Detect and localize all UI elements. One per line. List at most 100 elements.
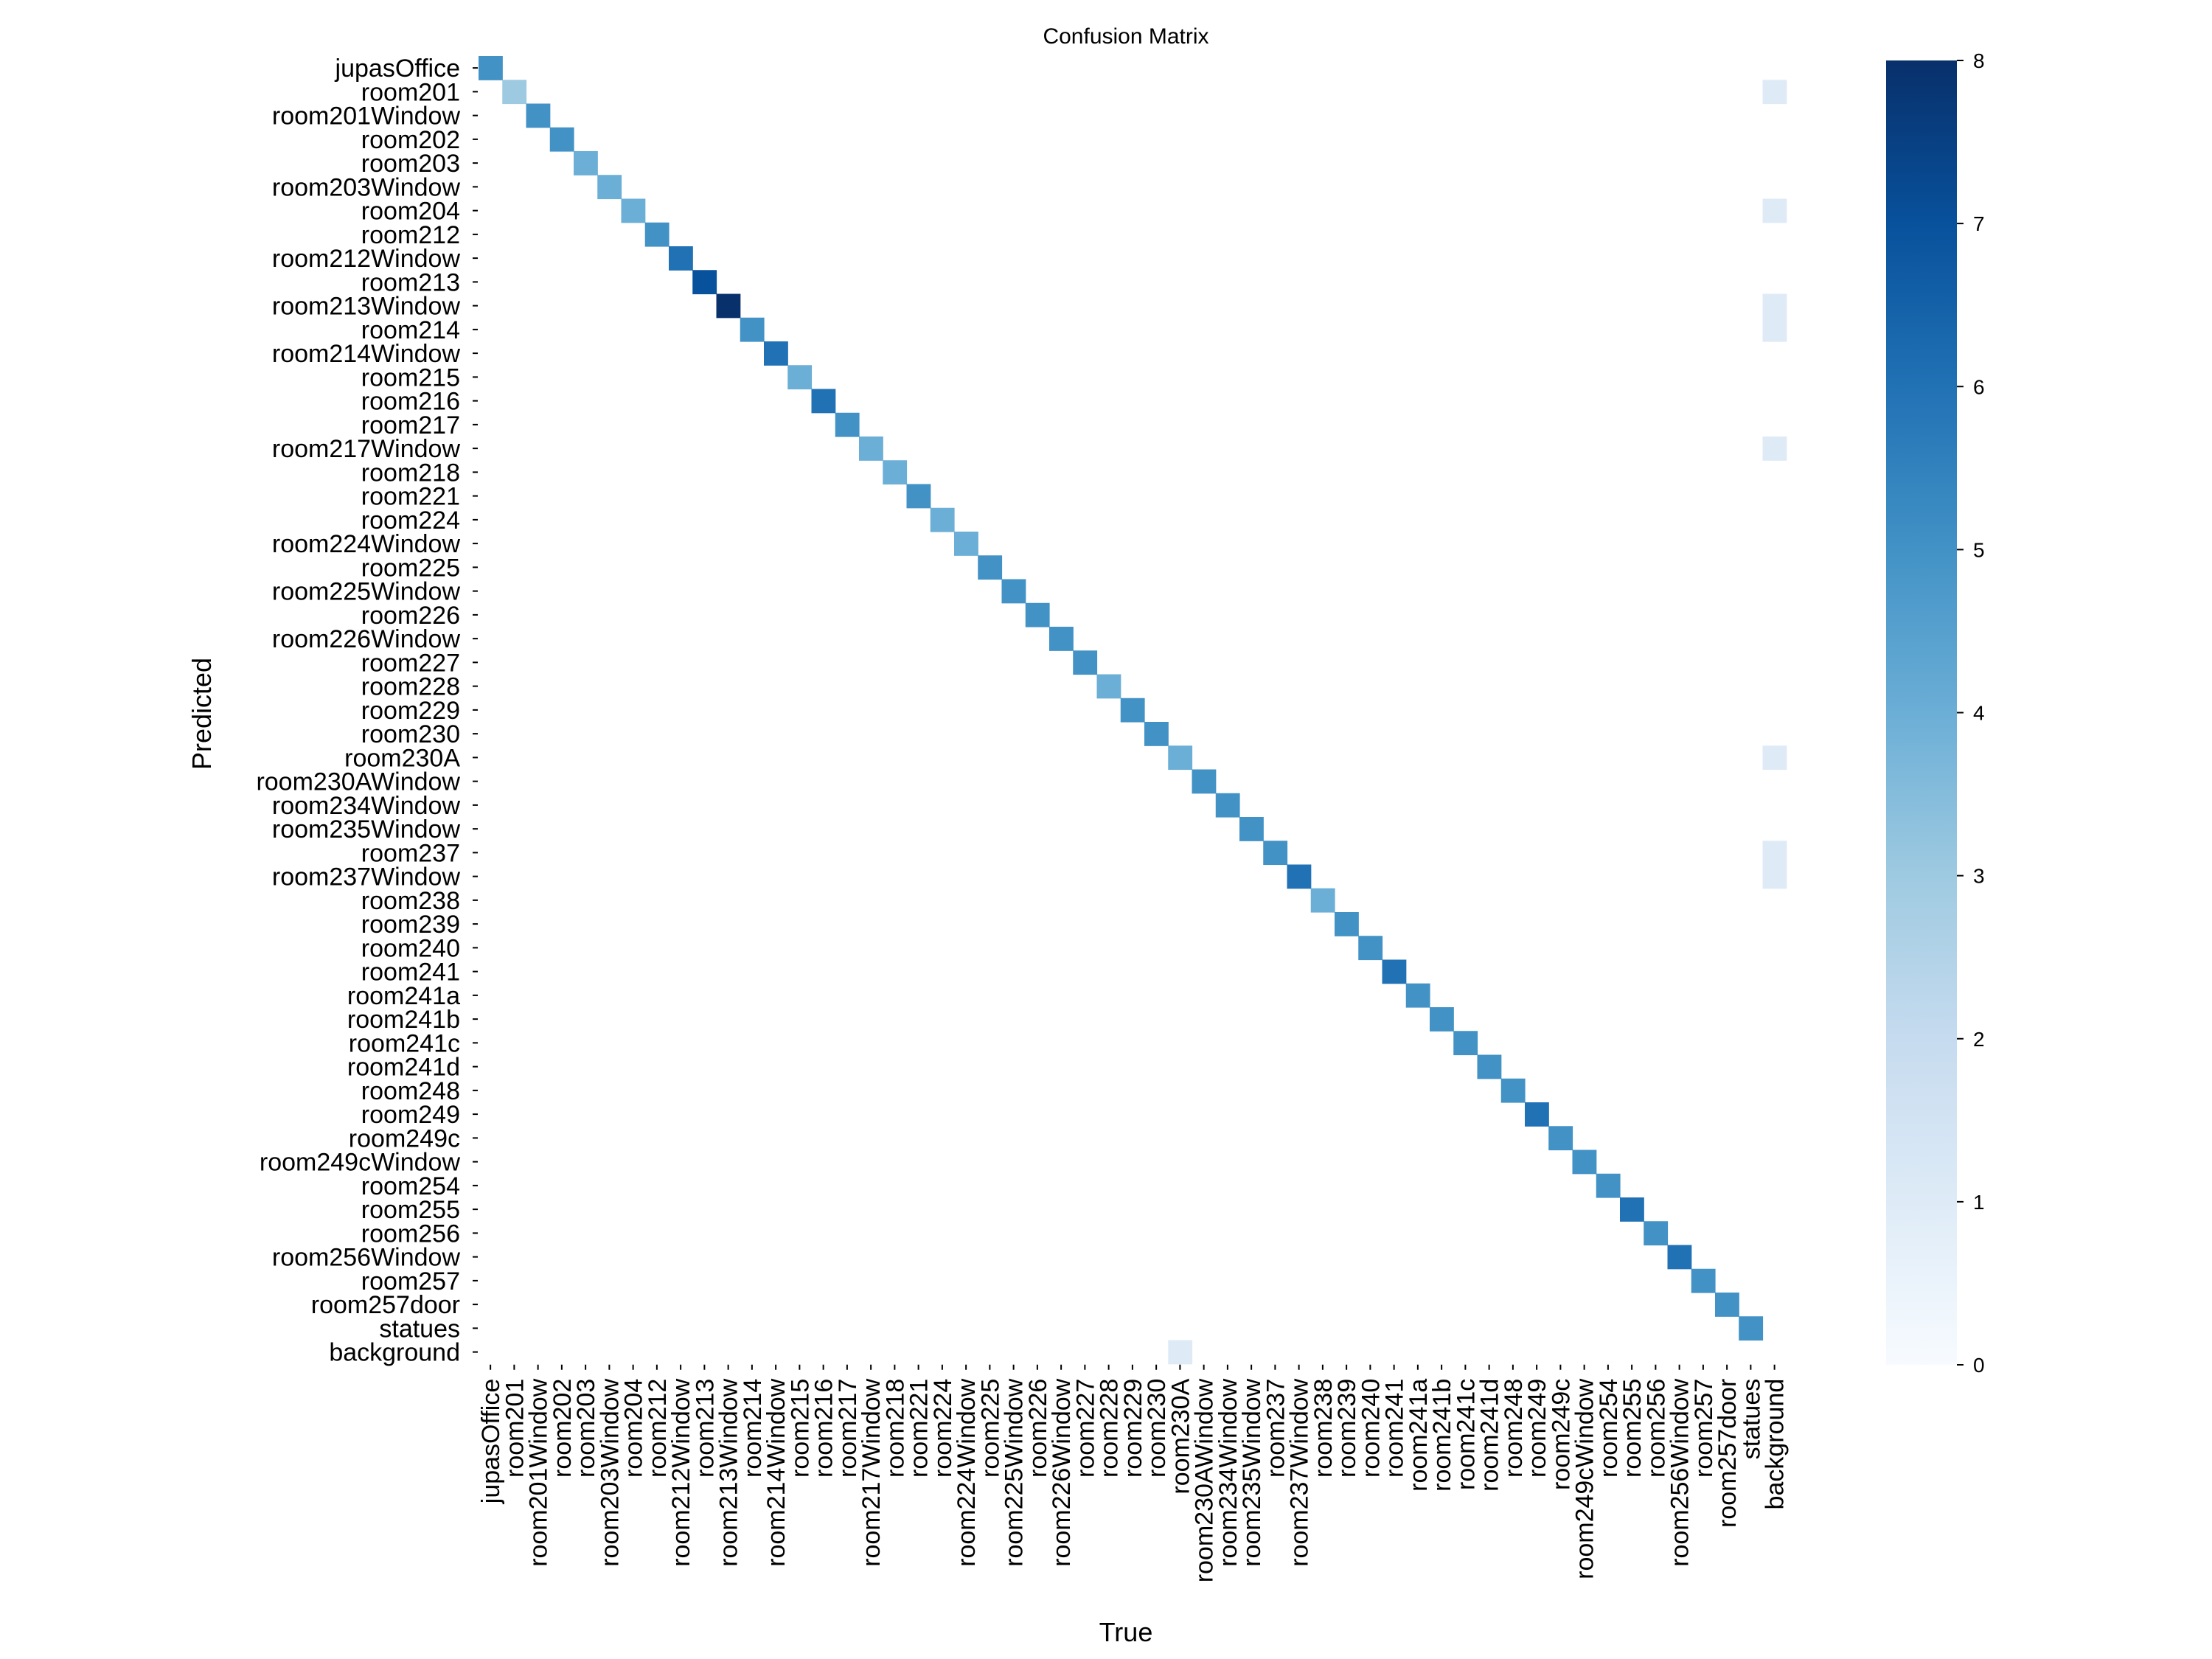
y-tick-label: room217 [361,411,460,439]
y-tick-label: room226Window [272,625,461,653]
y-tick-label: room214 [361,316,460,344]
x-tick-label: room214 [739,1379,767,1478]
colorbar-tick-label: 0 [1973,1354,1985,1377]
heatmap-cell [621,198,646,223]
heatmap-cell [1215,793,1240,818]
heatmap-cell [1762,198,1787,223]
y-tick-label: jupasOffice [335,55,460,83]
heatmap-cell [1239,817,1264,841]
y-tick-label: room234Window [272,792,461,820]
y-tick-label: room235Window [272,815,461,844]
heatmap-cell [1596,1173,1621,1198]
x-tick-label: room217Window [858,1378,886,1567]
heatmap-cell [1691,1268,1716,1293]
y-tick-label: room241 [361,959,460,987]
heatmap-cell [740,317,765,342]
x-tick-label: room228 [1096,1379,1124,1478]
x-tick-label: room256 [1642,1379,1670,1478]
heatmap-cell [1739,1316,1764,1341]
heatmap-cell [716,293,741,319]
y-tick-label: room230AWindow [256,768,460,796]
heatmap-cell [1762,293,1787,319]
y-tick-label: room249 [361,1101,460,1129]
heatmap-cell [1500,1078,1526,1103]
y-tick-label: room212Window [272,245,461,273]
x-tick-label: room234Window [1214,1378,1242,1567]
heatmap-cell [1548,1126,1573,1151]
heatmap-cell [1310,888,1335,913]
x-tick-label: statues [1737,1379,1765,1460]
y-tick-label: room215 [361,364,460,392]
y-tick-label: room241d [347,1054,460,1082]
y-tick-label: room240 [361,934,460,962]
y-tick-label: room254 [361,1172,460,1200]
heatmap-cell [1762,437,1787,461]
colorbar-tick-label: 2 [1973,1028,1985,1051]
y-tick-label: room227 [361,649,460,677]
heatmap-cell [502,80,527,105]
y-tick-label: room249cWindow [260,1149,461,1177]
y-tick-label: room226 [361,602,460,630]
y-tick-label: room257door [311,1291,460,1319]
colorbar-tick-label: 7 [1973,212,1985,235]
heatmap-cell [479,56,503,80]
heatmap-cell [1144,722,1169,746]
x-tick-label: room217 [834,1379,862,1478]
heatmap-cell [1168,1340,1193,1365]
x-tick-label: room226Window [1048,1378,1076,1567]
y-tick-label: room217Window [272,435,461,463]
x-tick-label: room201Window [525,1378,553,1567]
heatmap-cell [906,484,931,509]
x-tick-label: room215 [786,1379,814,1478]
x-tick-label: room254 [1595,1379,1623,1478]
heatmap-cell [1762,864,1787,889]
x-tick-label: room239 [1333,1379,1361,1478]
heatmap-cell [1168,745,1193,771]
y-tick-label: room201Window [272,102,461,131]
heatmap-cell [1762,317,1787,342]
y-tick-label: room230 [361,720,460,748]
colorbar-tick-label: 8 [1973,49,1985,72]
heatmap-cell [1120,698,1145,723]
heatmap-cell [1572,1150,1597,1175]
heatmap-cell [811,389,836,414]
heatmap-cell [526,103,551,128]
heatmap-cell [1644,1221,1669,1246]
x-tick-label: room248 [1500,1379,1528,1478]
x-tick-label: room241d [1476,1379,1504,1492]
heatmap-cell [692,270,717,295]
heatmap-cell [1049,627,1074,651]
x-tick-label: room203Window [596,1378,624,1567]
heatmap-cell [574,151,598,175]
y-tick-label: room256Window [272,1244,461,1272]
heatmap-cell [1762,80,1787,105]
colorbar-tick-label: 4 [1973,702,1985,725]
x-tick-label: room216 [810,1379,838,1478]
x-tick-label: room235Window [1238,1378,1266,1567]
x-tick-label: room213Window [715,1378,743,1567]
x-tick-label: room229 [1119,1379,1147,1478]
y-tick-label: room255 [361,1196,460,1224]
x-tick-label: room241c [1452,1379,1480,1490]
y-tick-label: room238 [361,887,460,915]
heatmap-cell [1025,602,1050,627]
y-tick-label: room204 [361,198,460,226]
y-tick-label: room224Window [272,530,461,558]
y-tick-label: room241b [347,1006,460,1034]
heatmap-cell [1762,745,1787,771]
colorbar-tick-label: 3 [1973,865,1985,888]
heatmap-cell [1335,912,1359,936]
x-tick-label: room212 [644,1379,672,1478]
heatmap-cell [1430,1007,1454,1032]
x-tick-label: room214Window [762,1378,790,1567]
x-tick-label: room249c [1547,1379,1575,1490]
x-tick-label: room212Window [667,1378,695,1567]
y-tick-label: room213Window [272,293,461,321]
x-tick-label: room241 [1381,1379,1409,1478]
heatmap-cell [954,532,978,556]
y-axis-label: Predicted [187,658,217,770]
x-tick-label: room249 [1523,1379,1551,1478]
y-tick-label: room229 [361,697,460,725]
x-tick-label: room230A [1166,1378,1194,1494]
